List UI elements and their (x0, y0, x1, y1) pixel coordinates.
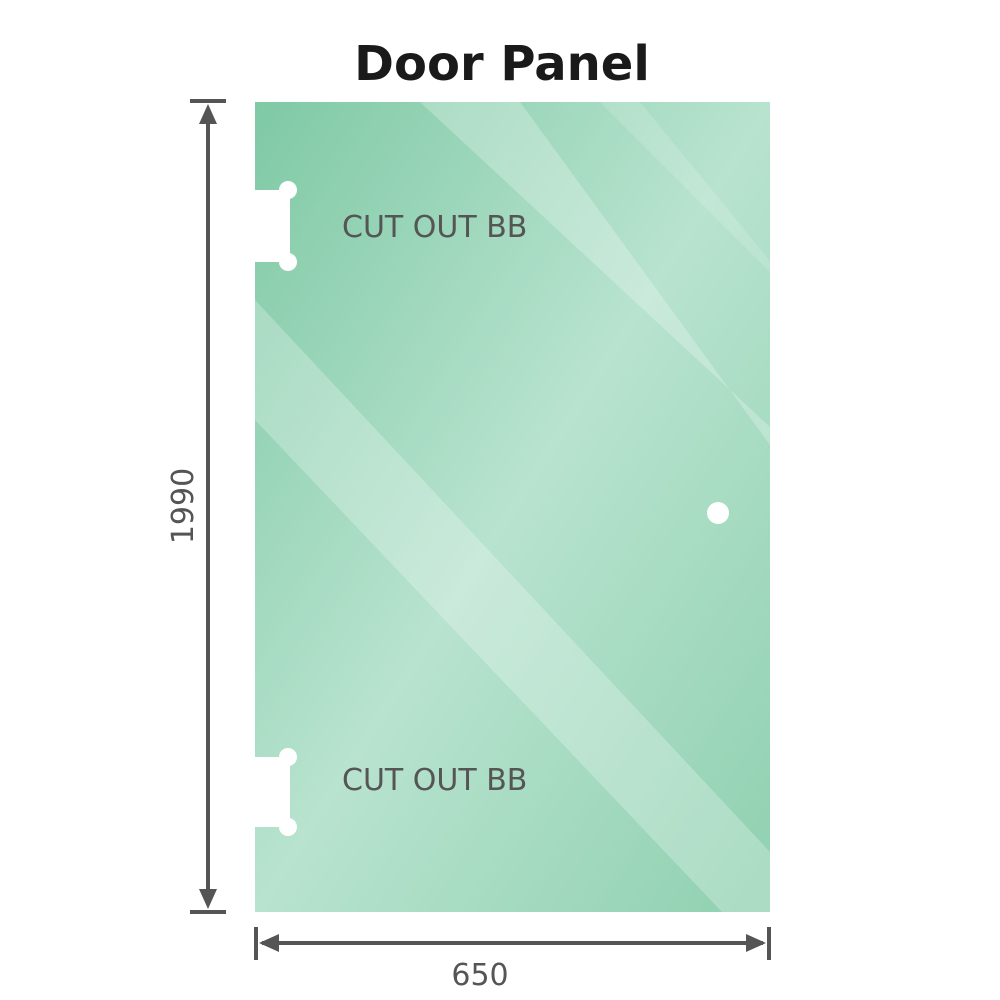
glass-panel (250, 102, 770, 912)
cutout-label-top: CUT OUT BB (342, 210, 527, 245)
handle-hole (707, 502, 729, 524)
height-dimension (190, 99, 226, 914)
cutout-top (250, 181, 297, 271)
width-dimension (254, 927, 771, 960)
height-label: 1990 (166, 468, 201, 544)
diagram-title: Door Panel (354, 36, 650, 92)
width-label: 650 (451, 958, 508, 993)
cutout-label-bottom: CUT OUT BB (342, 763, 527, 798)
glass-reflections (255, 102, 770, 912)
cutout-bottom (250, 748, 297, 836)
